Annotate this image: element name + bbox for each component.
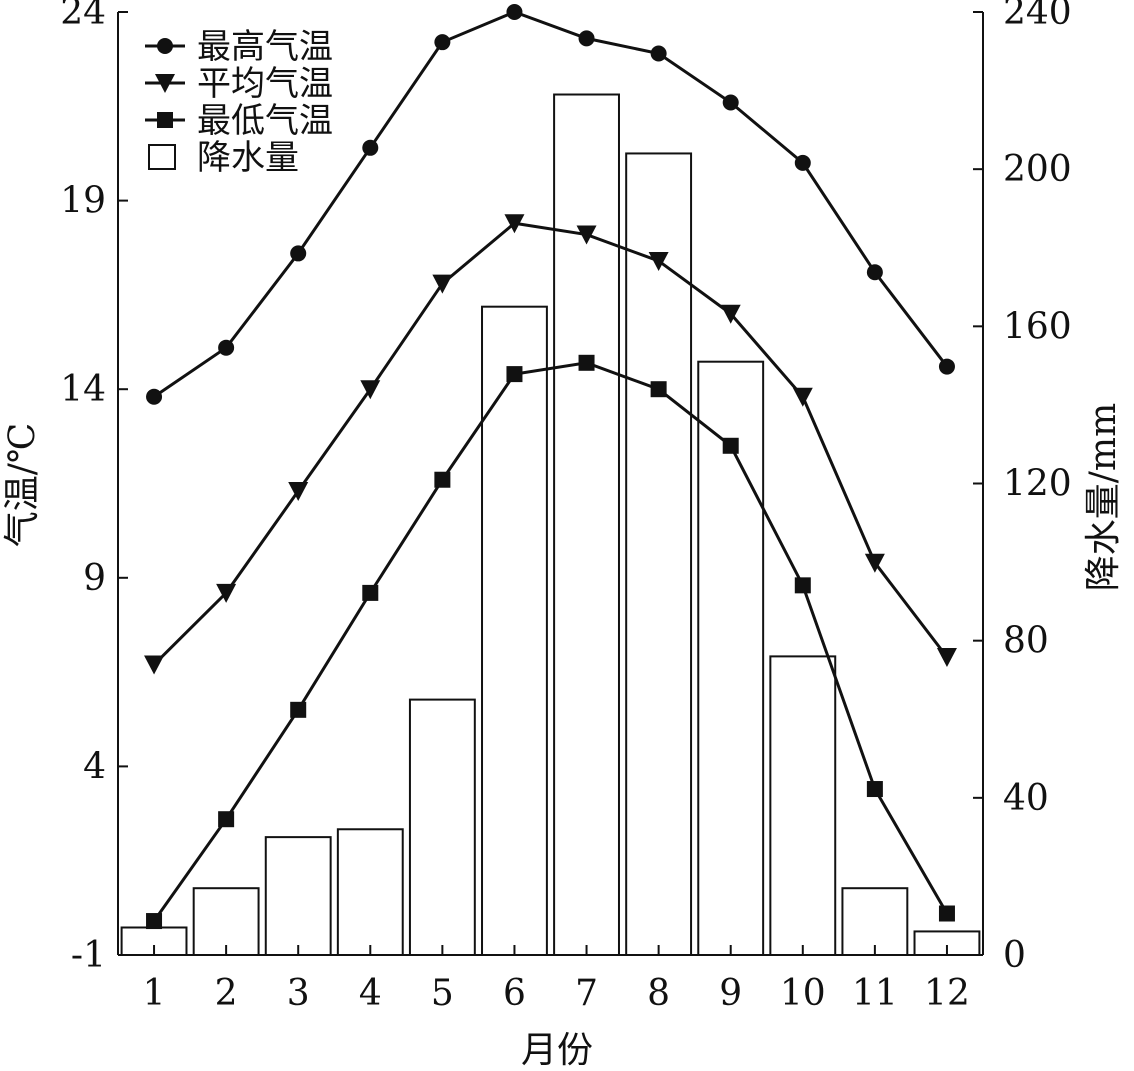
marker-s1-5 (432, 274, 453, 294)
temperature-markers (144, 4, 957, 930)
legend-swatch-3 (148, 144, 176, 170)
marker-s2-2 (218, 811, 235, 828)
axes (117, 11, 984, 956)
marker-s0-2 (218, 339, 235, 356)
marker-s0-6 (506, 4, 523, 20)
precip-bar-9 (697, 360, 765, 956)
marker-s0-5 (434, 34, 451, 51)
y-right-tick-label-5: 40 (1003, 778, 1049, 819)
marker-s1-12 (936, 648, 957, 668)
x-axis-title: 月份 (521, 1030, 593, 1071)
x-tick-label-1: 1 (143, 973, 166, 1014)
marker-s0-11 (866, 264, 883, 281)
y-left-axis-title: 气温/℃ (2, 423, 43, 547)
y-right-tick-label-2: 160 (1003, 306, 1072, 347)
precip-bar-8 (625, 152, 693, 956)
x-tick-label-8: 8 (647, 973, 670, 1014)
y-right-tick-label-3: 120 (1003, 464, 1072, 505)
x-tick-label-9: 9 (719, 973, 742, 1014)
y-right-tick-label-6: 0 (1003, 935, 1026, 976)
precip-bar-7 (553, 93, 620, 956)
marker-s2-9 (722, 437, 739, 454)
series-line-0 (153, 10, 949, 398)
marker-s1-10 (792, 387, 813, 407)
marker-s2-1 (146, 913, 163, 930)
marker-s1-4 (360, 380, 381, 400)
marker-s1-7 (576, 225, 597, 245)
x-tick-label-2: 2 (215, 973, 238, 1014)
x-tick-label-12: 12 (924, 973, 970, 1014)
marker-s2-12 (938, 905, 955, 922)
x-tick-label-6: 6 (503, 973, 526, 1014)
x-tick-label-10: 10 (780, 973, 826, 1014)
marker-s2-7 (578, 354, 595, 371)
precip-bar-2 (192, 887, 260, 956)
marker-s0-7 (578, 30, 595, 47)
precip-bar-4 (336, 828, 404, 956)
marker-s1-9 (720, 304, 741, 324)
marker-s1-8 (648, 251, 669, 271)
marker-s2-3 (290, 701, 307, 718)
precip-bar-6 (481, 305, 548, 956)
marker-s0-4 (362, 139, 379, 156)
marker-s2-5 (434, 471, 451, 488)
legend-label-3: 降水量 (197, 138, 299, 178)
y-right-tick-label-0: 240 (1003, 0, 1072, 33)
precip-bar-3 (264, 836, 332, 956)
marker-s1-3 (288, 482, 309, 502)
marker-s1-1 (144, 655, 165, 675)
y-left-tick-label-4: 4 (83, 746, 106, 787)
y-left-tick-label-2: 14 (60, 369, 106, 410)
precip-bar-11 (841, 887, 909, 956)
precipitation-bars (120, 93, 981, 957)
marker-s0-9 (722, 94, 739, 111)
y-right-tick-label-4: 80 (1003, 621, 1049, 662)
y-left-tick-label-5: -1 (71, 935, 106, 976)
marker-s2-8 (650, 381, 667, 398)
series-line-2 (152, 361, 949, 922)
legend-marker-2 (157, 112, 173, 128)
y-right-axis-title: 降水量/mm (1083, 403, 1124, 591)
temperature-lines (152, 10, 949, 922)
marker-s0-8 (650, 45, 667, 62)
series-line-1 (152, 221, 949, 666)
y-left-tick-label-3: 9 (83, 558, 106, 599)
legend-marker-0 (157, 38, 173, 54)
x-tick-label-4: 4 (359, 973, 382, 1014)
y-left-tick-label-1: 19 (60, 181, 106, 222)
legend-label-0: 最高气温 (197, 27, 333, 67)
x-tick-label-11: 11 (852, 973, 898, 1014)
marker-s1-6 (504, 214, 525, 234)
x-tick-label-7: 7 (575, 973, 598, 1014)
precip-bar-5 (408, 698, 476, 957)
marker-s2-10 (794, 577, 811, 594)
marker-s1-2 (216, 583, 237, 603)
legend-label-1: 平均气温 (197, 64, 333, 104)
x-tick-label-5: 5 (431, 973, 454, 1014)
precip-bar-10 (769, 655, 837, 957)
marker-s2-11 (866, 781, 883, 798)
y-left-tick-label-0: 24 (60, 0, 106, 33)
marker-s0-12 (938, 358, 955, 375)
marker-s2-4 (362, 584, 379, 601)
marker-s0-3 (290, 245, 307, 262)
marker-s0-1 (146, 388, 163, 405)
x-tick-label-3: 3 (287, 973, 310, 1014)
legend-label-2: 最低气温 (197, 101, 333, 141)
marker-s0-10 (794, 154, 811, 171)
marker-s1-11 (864, 553, 885, 573)
marker-s2-6 (506, 366, 523, 383)
y-right-tick-label-1: 200 (1003, 149, 1072, 190)
legend-marker-1 (155, 74, 175, 93)
